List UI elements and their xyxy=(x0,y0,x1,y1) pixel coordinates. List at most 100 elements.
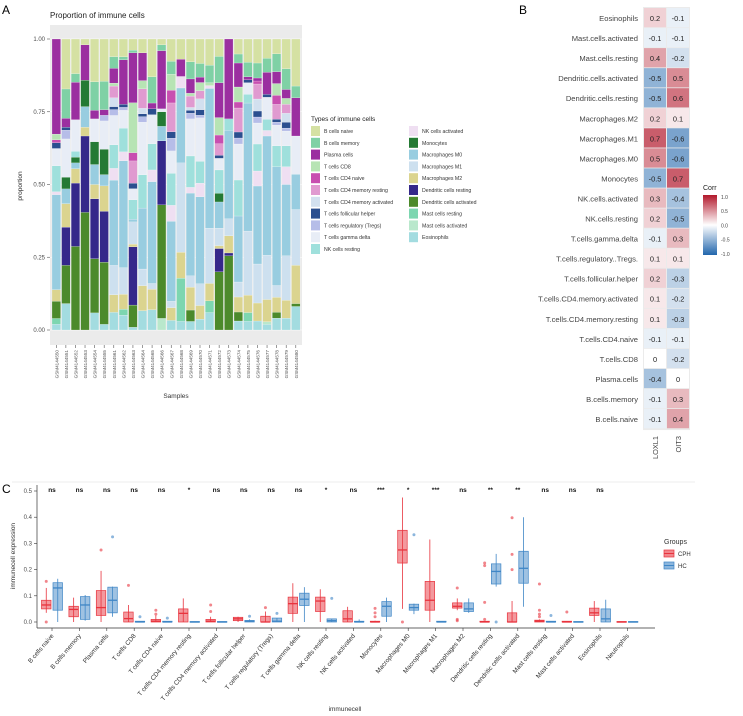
bar-segment xyxy=(138,174,147,209)
bar-segment xyxy=(166,61,176,75)
bar-segment xyxy=(253,320,262,331)
bar-segment xyxy=(253,170,262,187)
bar-segment xyxy=(272,71,282,84)
bar-segment xyxy=(61,130,71,140)
cph-outlier xyxy=(126,583,130,587)
bar-segment xyxy=(291,85,301,98)
bar-segment xyxy=(253,77,262,82)
heatmap-cell xyxy=(644,228,666,248)
cph-box xyxy=(95,590,107,616)
cph-box xyxy=(397,529,408,564)
cell-value: 0.5 xyxy=(673,74,683,83)
row-label: NK.cells.activated xyxy=(578,194,638,203)
cph-box xyxy=(123,611,134,623)
cell-value: 0.6 xyxy=(673,94,683,103)
bar-segment xyxy=(262,58,272,73)
cell-value: 0.2 xyxy=(650,14,660,23)
bar-segment xyxy=(157,140,167,205)
significance-label: ns xyxy=(569,487,577,494)
cell-value: 0.5 xyxy=(650,154,660,163)
bar-segment xyxy=(99,262,109,325)
legend-label: Dendritic cells resting xyxy=(422,188,471,194)
bar-segment xyxy=(128,160,138,184)
sample-label: GSM4144552 xyxy=(73,350,78,379)
cph-outlier xyxy=(483,561,487,565)
significance-label: ns xyxy=(48,487,56,494)
heatmap-cell xyxy=(644,168,666,188)
cell-value: -0.1 xyxy=(649,415,662,424)
bar-segment xyxy=(262,321,272,325)
legend-swatch xyxy=(409,173,418,184)
bar-segment xyxy=(118,315,128,331)
bar-segment xyxy=(195,98,205,110)
cell-value: 0.3 xyxy=(673,235,683,244)
bar-segment xyxy=(128,327,138,331)
bar-segment xyxy=(147,143,157,171)
hc-outlier xyxy=(275,611,279,615)
heatmap-cell xyxy=(667,188,689,208)
row-label: Monocytes xyxy=(601,174,638,183)
bar-segment xyxy=(99,324,109,331)
bar-segment xyxy=(61,118,71,128)
legend-swatch xyxy=(311,137,320,148)
significance-label: *** xyxy=(432,487,440,494)
bar-segment xyxy=(90,312,99,331)
y-tick-label: 0.3 xyxy=(24,541,33,547)
bar-segment xyxy=(99,38,109,82)
category-label: Monocytes xyxy=(359,633,384,661)
category-label: B cells naive xyxy=(27,632,56,664)
cell-value: 0.4 xyxy=(673,415,683,424)
bar-segment xyxy=(291,174,301,210)
significance-label: ns xyxy=(76,487,84,494)
bar-segment xyxy=(233,38,243,55)
heatmap-cell xyxy=(667,368,689,389)
heatmap-cell xyxy=(667,28,689,48)
bar-segment xyxy=(205,283,214,302)
bar-segment xyxy=(243,38,253,63)
bar-segment xyxy=(99,120,109,150)
bar-segment xyxy=(80,38,90,45)
bar-segment xyxy=(281,68,291,90)
legend-swatch xyxy=(409,161,418,172)
bar-segment xyxy=(109,82,119,87)
cell-value: 0.4 xyxy=(650,54,660,63)
bar-segment xyxy=(166,150,176,174)
bar-segment xyxy=(128,52,138,103)
bar-segment xyxy=(51,194,61,290)
legend-swatch xyxy=(409,220,418,231)
bar-segment xyxy=(224,255,234,331)
bar-segment xyxy=(176,87,186,163)
bar-segment xyxy=(186,110,195,114)
significance-label: ns xyxy=(350,487,358,494)
bar-segment xyxy=(109,106,119,110)
bar-segment xyxy=(51,139,61,143)
bar-segment xyxy=(281,300,291,319)
bar-segment xyxy=(118,59,128,105)
cph-outlier xyxy=(209,610,213,614)
y-tick-label: 0.4 xyxy=(24,515,33,521)
bar-segment xyxy=(214,117,224,136)
hc-box xyxy=(463,602,474,612)
row-label: T.cells.CD4.memory.activated xyxy=(538,295,638,304)
sample-label: GSM4144571 xyxy=(208,350,213,379)
significance-label: *** xyxy=(377,487,385,494)
bar-segment xyxy=(233,143,243,181)
bar-segment xyxy=(195,76,205,83)
legend-swatch xyxy=(409,185,418,195)
legend-swatch xyxy=(311,220,320,231)
cph-outlier xyxy=(510,552,514,556)
significance-label: ns xyxy=(240,487,248,494)
bar-segment xyxy=(118,127,128,152)
bar-segment xyxy=(233,53,243,64)
bar-segment xyxy=(253,80,262,85)
heatmap-cell xyxy=(644,108,666,128)
bar-segment xyxy=(291,209,301,266)
legend-label: Macrophages M2 xyxy=(422,176,462,182)
heatmap-cell xyxy=(667,348,689,369)
y-tick-label: 1.00 xyxy=(33,37,45,43)
bar-segment xyxy=(80,80,90,107)
cph-outlier xyxy=(373,611,377,615)
bar-segment xyxy=(205,38,214,66)
bar-segment xyxy=(224,130,234,219)
bar-segment xyxy=(262,255,272,300)
